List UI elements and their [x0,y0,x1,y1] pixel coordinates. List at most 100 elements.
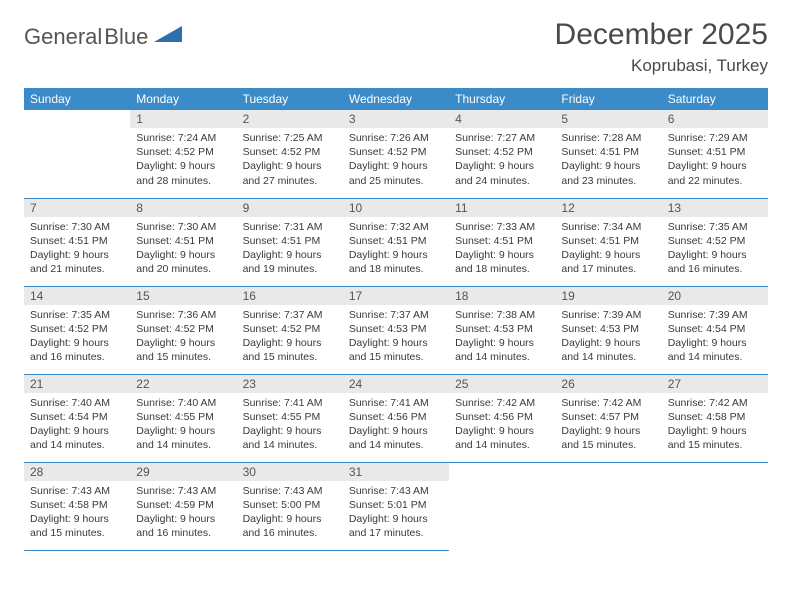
day-number: 14 [24,287,130,305]
weekday-header: Saturday [662,88,768,110]
sunrise-time: 7:41 AM [284,397,323,409]
daylight-line-2: and 14 minutes. [455,350,549,364]
daylight-line-2: and 14 minutes. [30,438,124,452]
day-details: Sunrise: 7:28 AMSunset: 4:51 PMDaylight:… [555,128,661,192]
day-number: 6 [662,110,768,128]
sunset-time: 4:53 PM [387,323,426,335]
day-number: 29 [130,463,236,481]
day-number: 19 [555,287,661,305]
daylight-line-1: Daylight: 9 hours [349,424,443,438]
calendar-day-cell: 11Sunrise: 7:33 AMSunset: 4:51 PMDayligh… [449,198,555,286]
sunrise-time: 7:40 AM [71,397,110,409]
sunrise-line: Sunrise: 7:43 AM [243,484,337,498]
daylight-line-1: Daylight: 9 hours [243,248,337,262]
daylight-line-2: and 14 minutes. [668,350,762,364]
daylight-line-2: and 22 minutes. [668,174,762,188]
sunset-time: 4:54 PM [706,323,745,335]
sunset-line: Sunset: 4:54 PM [668,322,762,336]
day-details: Sunrise: 7:33 AMSunset: 4:51 PMDaylight:… [449,217,555,281]
sunset-line: Sunset: 5:00 PM [243,498,337,512]
sunrise-line: Sunrise: 7:37 AM [349,308,443,322]
sunset-line: Sunset: 4:53 PM [455,322,549,336]
day-details: Sunrise: 7:32 AMSunset: 4:51 PMDaylight:… [343,217,449,281]
sunrise-time: 7:24 AM [178,132,217,144]
sunrise-time: 7:42 AM [709,397,748,409]
sunrise-line: Sunrise: 7:24 AM [136,131,230,145]
day-number: 15 [130,287,236,305]
daylight-line-2: and 18 minutes. [349,262,443,276]
calendar-empty-cell [662,462,768,550]
daylight-line-2: and 25 minutes. [349,174,443,188]
sunrise-time: 7:43 AM [178,485,217,497]
calendar-day-cell: 28Sunrise: 7:43 AMSunset: 4:58 PMDayligh… [24,462,130,550]
daylight-line-1: Daylight: 9 hours [30,248,124,262]
daylight-line-1: Daylight: 9 hours [349,512,443,526]
brand-logo: GeneralBlue [24,18,182,50]
calendar-day-cell: 15Sunrise: 7:36 AMSunset: 4:52 PMDayligh… [130,286,236,374]
daylight-line-1: Daylight: 9 hours [136,248,230,262]
sunset-time: 4:56 PM [387,411,426,423]
sunrise-line: Sunrise: 7:31 AM [243,220,337,234]
calendar-week-row: 7Sunrise: 7:30 AMSunset: 4:51 PMDaylight… [24,198,768,286]
sunset-line: Sunset: 4:52 PM [243,145,337,159]
calendar-day-cell: 8Sunrise: 7:30 AMSunset: 4:51 PMDaylight… [130,198,236,286]
day-number: 3 [343,110,449,128]
calendar-day-cell: 10Sunrise: 7:32 AMSunset: 4:51 PMDayligh… [343,198,449,286]
sunset-line: Sunset: 4:54 PM [30,410,124,424]
sunrise-time: 7:29 AM [709,132,748,144]
day-number: 8 [130,199,236,217]
day-details: Sunrise: 7:27 AMSunset: 4:52 PMDaylight:… [449,128,555,192]
sunset-line: Sunset: 4:51 PM [455,234,549,248]
title-block: December 2025 Koprubasi, Turkey [555,18,768,76]
sunrise-line: Sunrise: 7:28 AM [561,131,655,145]
daylight-line-1: Daylight: 9 hours [30,336,124,350]
sunrise-time: 7:43 AM [284,485,323,497]
sunrise-line: Sunrise: 7:32 AM [349,220,443,234]
sunrise-line: Sunrise: 7:43 AM [136,484,230,498]
calendar-day-cell: 5Sunrise: 7:28 AMSunset: 4:51 PMDaylight… [555,110,661,198]
sunset-line: Sunset: 4:52 PM [668,234,762,248]
day-details: Sunrise: 7:39 AMSunset: 4:53 PMDaylight:… [555,305,661,369]
sunset-time: 4:52 PM [281,323,320,335]
daylight-line-1: Daylight: 9 hours [561,336,655,350]
sunrise-time: 7:43 AM [71,485,110,497]
sunrise-line: Sunrise: 7:34 AM [561,220,655,234]
sunset-line: Sunset: 4:59 PM [136,498,230,512]
sunset-line: Sunset: 4:56 PM [455,410,549,424]
calendar-week-row: 14Sunrise: 7:35 AMSunset: 4:52 PMDayligh… [24,286,768,374]
sunset-line: Sunset: 4:51 PM [136,234,230,248]
sunrise-line: Sunrise: 7:41 AM [349,396,443,410]
sunrise-line: Sunrise: 7:29 AM [668,131,762,145]
sunrise-line: Sunrise: 7:42 AM [668,396,762,410]
day-details: Sunrise: 7:40 AMSunset: 4:54 PMDaylight:… [24,393,130,457]
sunset-line: Sunset: 4:58 PM [30,498,124,512]
calendar-day-cell: 4Sunrise: 7:27 AMSunset: 4:52 PMDaylight… [449,110,555,198]
calendar-day-cell: 30Sunrise: 7:43 AMSunset: 5:00 PMDayligh… [237,462,343,550]
sunset-line: Sunset: 4:58 PM [668,410,762,424]
sunset-time: 4:53 PM [600,323,639,335]
daylight-line-1: Daylight: 9 hours [668,248,762,262]
daylight-line-2: and 23 minutes. [561,174,655,188]
sunset-line: Sunset: 4:53 PM [561,322,655,336]
sunset-line: Sunset: 4:55 PM [243,410,337,424]
day-number: 21 [24,375,130,393]
day-details: Sunrise: 7:37 AMSunset: 4:53 PMDaylight:… [343,305,449,369]
day-number: 9 [237,199,343,217]
daylight-line-2: and 14 minutes. [243,438,337,452]
daylight-line-1: Daylight: 9 hours [30,424,124,438]
daylight-line-1: Daylight: 9 hours [668,159,762,173]
day-number: 31 [343,463,449,481]
daylight-line-2: and 27 minutes. [243,174,337,188]
sunrise-time: 7:39 AM [603,309,642,321]
day-details: Sunrise: 7:41 AMSunset: 4:56 PMDaylight:… [343,393,449,457]
day-number: 17 [343,287,449,305]
calendar-day-cell: 1Sunrise: 7:24 AMSunset: 4:52 PMDaylight… [130,110,236,198]
sunrise-time: 7:30 AM [71,221,110,233]
daylight-line-2: and 19 minutes. [243,262,337,276]
daylight-line-2: and 17 minutes. [349,526,443,540]
daylight-line-2: and 16 minutes. [30,350,124,364]
sunset-line: Sunset: 4:56 PM [349,410,443,424]
sunrise-time: 7:42 AM [603,397,642,409]
calendar-week-row: 1Sunrise: 7:24 AMSunset: 4:52 PMDaylight… [24,110,768,198]
calendar-header-row: SundayMondayTuesdayWednesdayThursdayFrid… [24,88,768,110]
